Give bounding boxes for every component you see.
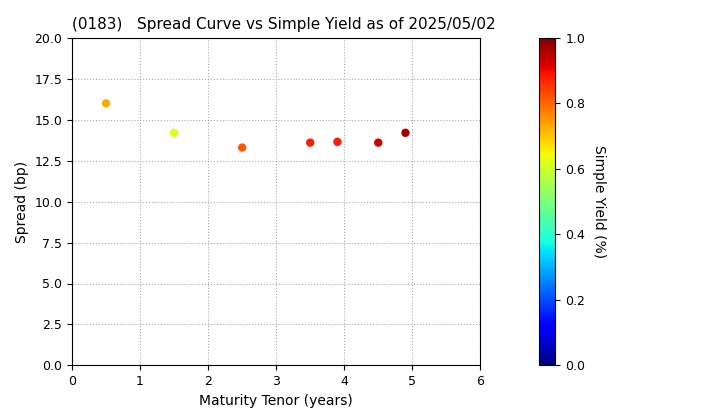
Y-axis label: Simple Yield (%): Simple Yield (%) bbox=[592, 145, 606, 258]
Point bbox=[168, 129, 180, 136]
Point bbox=[372, 139, 384, 146]
Point bbox=[100, 100, 112, 107]
Text: (0183)   Spread Curve vs Simple Yield as of 2025/05/02: (0183) Spread Curve vs Simple Yield as o… bbox=[72, 18, 495, 32]
Point bbox=[400, 129, 411, 136]
Y-axis label: Spread (bp): Spread (bp) bbox=[15, 160, 29, 243]
Point bbox=[305, 139, 316, 146]
Point bbox=[332, 139, 343, 145]
Point bbox=[236, 144, 248, 151]
X-axis label: Maturity Tenor (years): Maturity Tenor (years) bbox=[199, 394, 353, 408]
